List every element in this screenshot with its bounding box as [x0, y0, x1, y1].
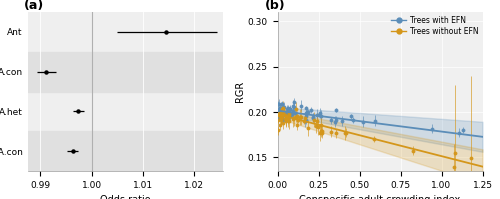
Text: (a): (a) [24, 0, 44, 12]
Y-axis label: RGR: RGR [235, 81, 245, 102]
Bar [28, 131, 222, 171]
Legend: Trees with EFN, Trees without EFN: Trees with EFN, Trees without EFN [391, 16, 478, 36]
Bar [28, 52, 222, 92]
X-axis label: Odds ratio: Odds ratio [100, 195, 150, 199]
Text: (b): (b) [265, 0, 286, 12]
X-axis label: Conspecific adult crowding index: Conspecific adult crowding index [300, 195, 460, 199]
